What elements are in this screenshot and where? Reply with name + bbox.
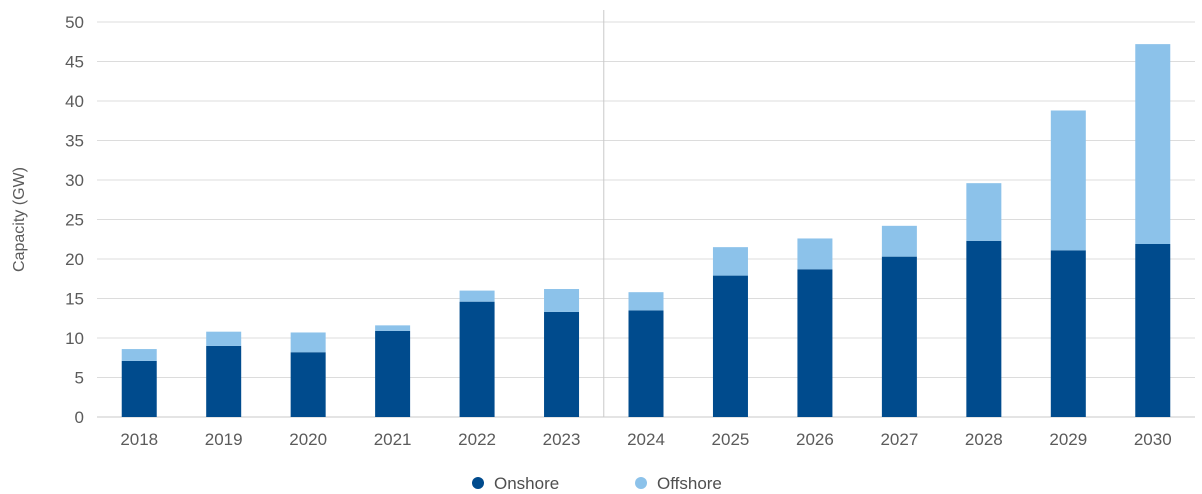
- bar-onshore-2020: [290, 352, 326, 417]
- x-tick-label: 2026: [796, 430, 834, 449]
- legend-label-onshore: Onshore: [494, 474, 559, 493]
- legend-marker-offshore: [635, 477, 647, 489]
- bar-onshore-2026: [797, 269, 833, 417]
- y-tick-label: 5: [75, 369, 84, 388]
- y-axis-tick-labels: 0 5 10 15 20 25 30 35 40 45 50: [65, 13, 84, 427]
- x-tick-label: 2023: [543, 430, 581, 449]
- y-tick-label: 0: [75, 408, 84, 427]
- grid-lines: [97, 10, 1195, 418]
- bar-onshore-2029: [1050, 250, 1086, 417]
- bar-offshore-2026: [797, 238, 833, 270]
- x-tick-label: 2018: [120, 430, 158, 449]
- bar-onshore-2021: [375, 330, 411, 417]
- bar-offshore-2023: [544, 289, 580, 312]
- y-tick-label: 35: [65, 132, 84, 151]
- y-tick-label: 20: [65, 250, 84, 269]
- x-tick-label: 2022: [458, 430, 496, 449]
- x-tick-label: 2029: [1049, 430, 1087, 449]
- y-tick-label: 15: [65, 290, 84, 309]
- bar-offshore-2029: [1050, 110, 1086, 251]
- y-axis-title: Capacity (GW): [11, 167, 28, 272]
- x-tick-label: 2027: [880, 430, 918, 449]
- bar-onshore-2022: [459, 301, 495, 417]
- x-tick-label: 2020: [289, 430, 327, 449]
- bar-offshore-2028: [966, 183, 1002, 241]
- legend: Onshore Offshore: [472, 474, 722, 493]
- bar-offshore-2018: [121, 349, 157, 361]
- bar-onshore-2019: [206, 345, 242, 417]
- x-tick-label: 2028: [965, 430, 1003, 449]
- bar-onshore-2027: [881, 256, 917, 417]
- bars: [121, 44, 1171, 417]
- bar-offshore-2030: [1135, 44, 1171, 244]
- y-tick-label: 25: [65, 211, 84, 230]
- bar-onshore-2028: [966, 240, 1002, 417]
- bar-onshore-2024: [628, 310, 664, 417]
- bar-offshore-2024: [628, 292, 664, 311]
- bar-offshore-2021: [375, 325, 411, 331]
- x-axis-tick-labels: 2018 2019 2020 2021 2022 2023 2024 2025 2026 2027…: [120, 430, 1171, 449]
- bar-onshore-2030: [1135, 243, 1171, 417]
- y-tick-label: 50: [65, 13, 84, 32]
- x-tick-label: 2024: [627, 430, 665, 449]
- bar-onshore-2018: [121, 360, 157, 417]
- bar-offshore-2020: [290, 332, 326, 353]
- legend-label-offshore: Offshore: [657, 474, 722, 493]
- y-tick-label: 10: [65, 329, 84, 348]
- bar-offshore-2022: [459, 290, 495, 302]
- x-tick-label: 2019: [205, 430, 243, 449]
- x-tick-label: 2030: [1134, 430, 1172, 449]
- x-tick-label: 2021: [374, 430, 412, 449]
- bar-offshore-2027: [881, 225, 917, 257]
- legend-marker-onshore: [472, 477, 484, 489]
- bar-offshore-2019: [206, 331, 242, 346]
- y-tick-label: 30: [65, 171, 84, 190]
- y-tick-label: 40: [65, 92, 84, 111]
- bar-onshore-2025: [712, 275, 748, 417]
- x-tick-label: 2025: [712, 430, 750, 449]
- y-tick-label: 45: [65, 53, 84, 72]
- bar-offshore-2025: [712, 247, 748, 276]
- bar-onshore-2023: [544, 311, 580, 417]
